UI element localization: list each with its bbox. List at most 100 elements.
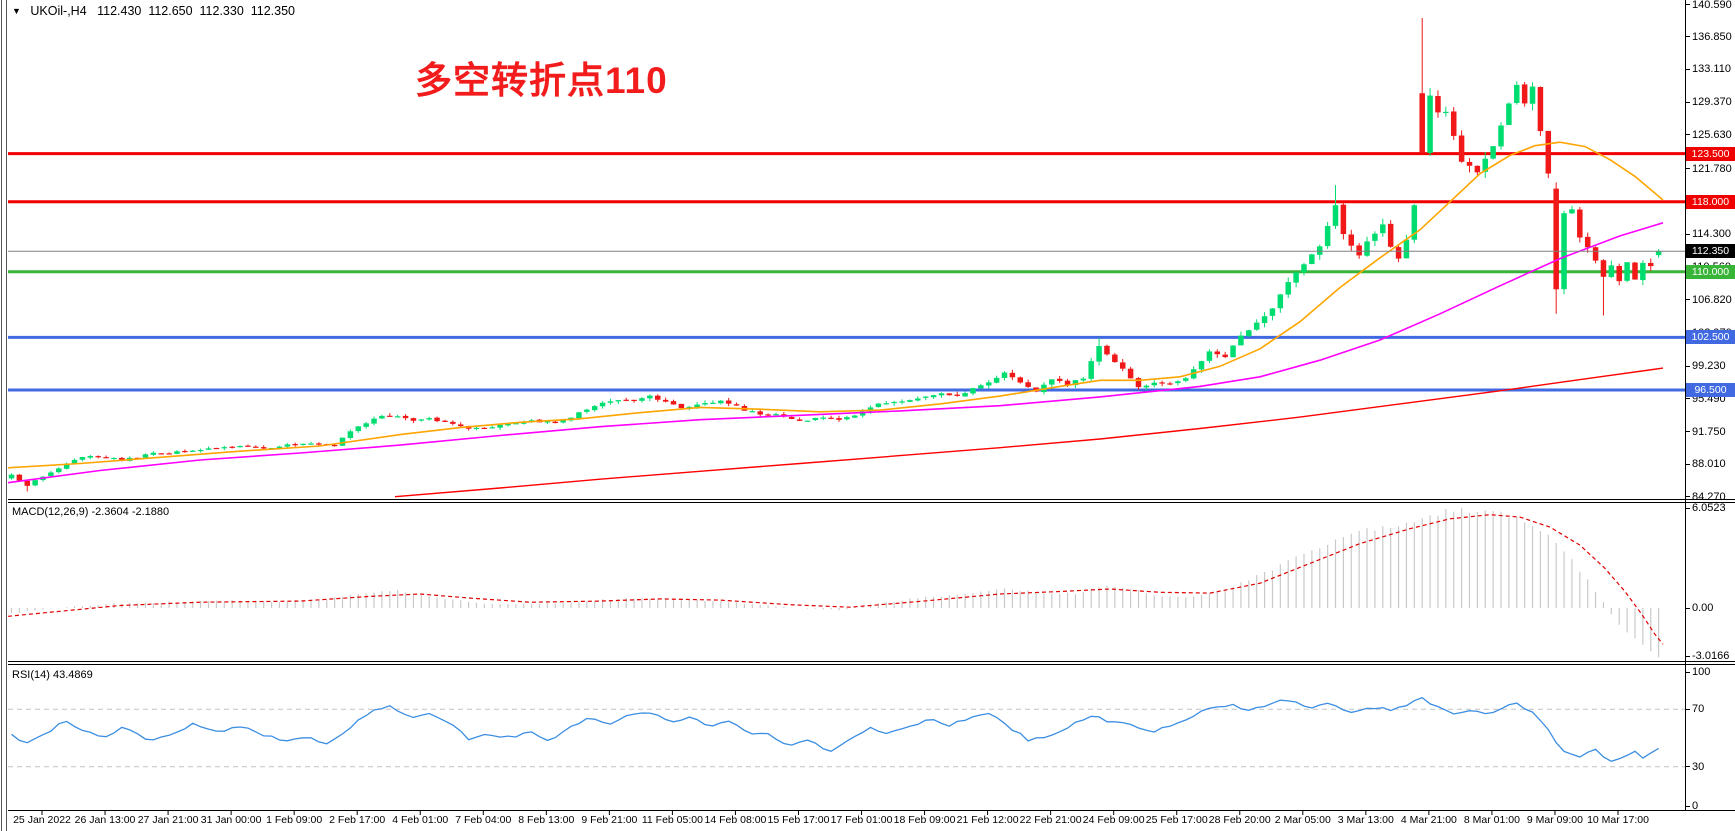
candle	[828, 417, 834, 419]
candle	[1348, 234, 1355, 246]
candle	[387, 415, 393, 417]
time-axis-label: 28 Feb 20:00	[1208, 814, 1271, 826]
axis-tick-mark	[1685, 68, 1690, 70]
candle	[1261, 316, 1268, 324]
candle	[1450, 111, 1457, 136]
candle	[1372, 233, 1378, 241]
candle	[1435, 96, 1441, 113]
candle	[1521, 84, 1528, 104]
candle	[812, 417, 819, 421]
candle	[993, 377, 1000, 383]
candle	[623, 399, 629, 401]
candle	[1080, 378, 1087, 381]
candle	[1616, 265, 1622, 282]
time-axis-label: 8 Mar 01:00	[1463, 814, 1520, 826]
price-level-badge: 102.500	[1686, 330, 1735, 345]
candle	[710, 402, 716, 404]
axis-tick-mark	[1685, 134, 1690, 136]
candle	[1001, 372, 1008, 379]
candle	[773, 414, 779, 416]
candle	[339, 437, 346, 446]
candle	[1577, 209, 1583, 238]
time-axis-label: 9 Feb 21:00	[581, 814, 638, 826]
time-axis-label: 11 Feb 05:00	[641, 814, 703, 826]
candle	[1104, 345, 1110, 355]
axis-tick-mark	[1685, 708, 1690, 710]
axis-tick-mark	[1685, 766, 1690, 768]
time-axis-label: 2 Mar 05:00	[1274, 814, 1331, 826]
axis-tick-mark	[1685, 101, 1690, 103]
candle	[1514, 84, 1520, 103]
price-axis-label: 121.780	[1692, 162, 1732, 175]
axis-tick-mark	[1685, 299, 1690, 301]
candle	[426, 418, 432, 420]
candle	[111, 457, 117, 460]
candle	[788, 416, 795, 419]
candle	[867, 407, 874, 412]
candle	[1119, 362, 1126, 369]
axis-tick-mark	[1685, 463, 1690, 465]
time-axis-label: 9 Mar 09:00	[1526, 814, 1583, 826]
candle	[962, 393, 968, 397]
time-axis-label: 21 Feb 12:00	[956, 814, 1019, 826]
candle	[434, 417, 440, 422]
candle	[1529, 86, 1536, 104]
axis-tick-mark	[1685, 607, 1690, 609]
candle	[71, 459, 78, 464]
axis-tick-mark	[1685, 168, 1690, 170]
candle	[197, 450, 204, 452]
price-axis-label: 88.010	[1692, 458, 1726, 471]
time-axis-label: 14 Feb 08:00	[704, 814, 767, 826]
candle	[733, 404, 740, 406]
candle	[1112, 354, 1118, 363]
candle	[915, 398, 921, 401]
candle	[276, 446, 283, 449]
candle	[1025, 382, 1031, 387]
candle	[599, 402, 606, 407]
candle	[1198, 361, 1205, 370]
time-axis-label: 10 Mar 17:00	[1587, 814, 1649, 826]
axis-tick-mark	[1685, 398, 1690, 400]
candle	[631, 399, 637, 402]
axis-tick-mark	[1685, 805, 1690, 807]
candle	[907, 400, 913, 402]
candle	[79, 457, 86, 460]
candle	[32, 480, 38, 486]
candle	[229, 446, 235, 448]
candle	[371, 418, 377, 424]
candle	[1056, 378, 1063, 381]
symbol-dropdown-icon[interactable]: ▼	[12, 6, 21, 16]
candle	[379, 415, 385, 419]
candle	[852, 415, 858, 418]
candle	[702, 403, 708, 405]
candle	[1206, 351, 1213, 361]
candle	[978, 385, 984, 389]
candle	[182, 450, 188, 453]
candle	[95, 456, 101, 458]
time-axis-label: 31 Jan 00:00	[200, 814, 262, 826]
ma-mid-line	[7, 222, 1664, 484]
candle	[1584, 236, 1591, 248]
candle	[1277, 294, 1284, 309]
candle	[1285, 282, 1291, 295]
axis-tick-mark	[1685, 365, 1690, 367]
candle	[347, 431, 354, 438]
axis-tick-mark	[1685, 233, 1690, 235]
candle	[875, 403, 882, 408]
candle	[844, 417, 850, 420]
candle	[1269, 308, 1276, 316]
candle	[418, 419, 425, 421]
candle	[497, 424, 503, 428]
candle	[24, 480, 31, 486]
price-axis-label: 129.370	[1692, 96, 1732, 109]
candle	[56, 468, 62, 473]
candle	[457, 424, 464, 427]
time-axis-label: 25 Feb 17:00	[1145, 814, 1208, 826]
candle	[1569, 209, 1575, 214]
candle	[1159, 382, 1165, 384]
candle	[1238, 335, 1244, 346]
candle	[899, 401, 905, 403]
time-axis-label: 7 Feb 04:00	[455, 814, 512, 826]
candle	[505, 423, 511, 426]
